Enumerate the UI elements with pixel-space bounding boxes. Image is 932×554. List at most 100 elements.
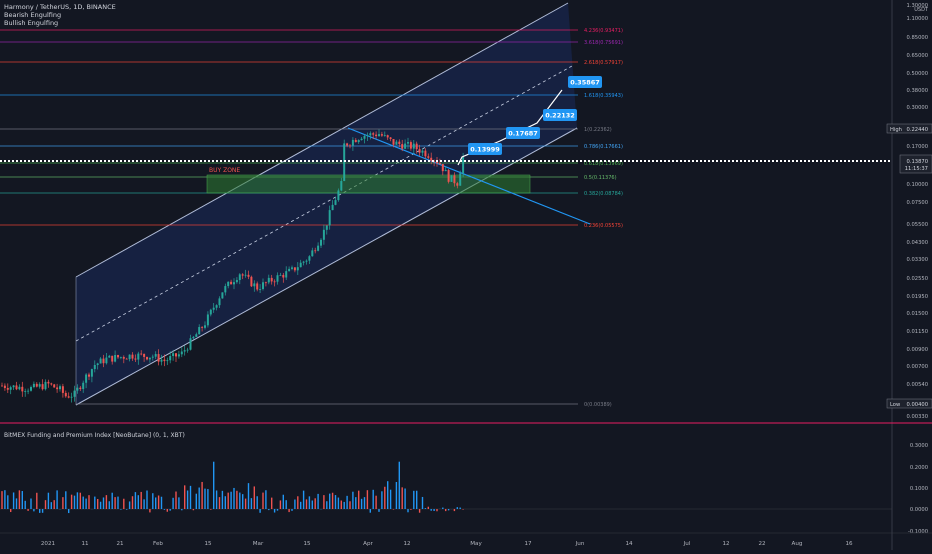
funding-bar (436, 509, 437, 511)
price-axis-label: 0.01500 (907, 311, 928, 317)
funding-bar (161, 497, 162, 509)
candle-body (439, 163, 441, 164)
low-tag-label: Low (890, 402, 901, 408)
candle-body (395, 142, 397, 145)
funding-bar (230, 492, 231, 509)
candle-body (68, 396, 70, 397)
funding-bar (283, 495, 284, 509)
time-axis-label: 12 (403, 541, 410, 547)
funding-bar (164, 509, 165, 510)
funding-bar (65, 491, 66, 509)
candle-body (146, 357, 148, 359)
funding-bar (39, 509, 40, 513)
funding-bar (80, 493, 81, 509)
candle-body (85, 375, 87, 383)
funding-bar (149, 509, 150, 512)
funding-bar (242, 494, 243, 509)
fib-level-label: 0.5(0.11376) (584, 175, 617, 181)
funding-bar (74, 496, 75, 509)
funding-bar (100, 502, 101, 509)
candle-body (456, 183, 458, 185)
funding-bar (135, 492, 136, 509)
funding-bar (36, 493, 37, 509)
funding-bar (300, 502, 301, 509)
funding-index-title[interactable]: BitMEX Funding and Premium Index [NeoBut… (4, 432, 185, 439)
candle-body (352, 140, 354, 146)
funding-bar (407, 509, 408, 512)
funding-bar (370, 509, 371, 513)
candle-body (274, 281, 276, 282)
candle-body (129, 355, 131, 359)
indicator-bullish-engulfing[interactable]: Bullish Engulfing (4, 19, 58, 27)
funding-bar (178, 497, 179, 509)
candle-body (279, 275, 281, 276)
candle-body (178, 354, 180, 356)
candle-body (224, 286, 226, 292)
funding-bar (7, 495, 8, 509)
funding-bar (344, 502, 345, 509)
price-axis-label: 0.03300 (907, 257, 928, 263)
high-tag-label: High (890, 127, 902, 133)
funding-bar (262, 493, 263, 509)
target-callout-label: 0.17687 (508, 130, 538, 138)
fib-level-label: 0(0.00389) (584, 402, 612, 408)
time-axis-label: 11 (81, 541, 89, 547)
fib-level-label: 0.786(0.17661) (584, 144, 623, 150)
funding-bar (294, 500, 295, 509)
candle-body (27, 391, 29, 392)
funding-bar (390, 490, 391, 509)
funding-bar (277, 509, 278, 511)
funding-bar (349, 501, 350, 509)
candle-body (242, 274, 244, 275)
funding-bar (27, 509, 28, 511)
candle-body (288, 269, 290, 271)
funding-bar (303, 491, 304, 509)
candle-body (329, 210, 331, 225)
funding-bar (317, 494, 318, 509)
time-axis-label: Feb (153, 541, 163, 547)
funding-axis-label: 0.1000 (910, 486, 928, 492)
price-axis-label: 0.07500 (907, 200, 928, 206)
funding-bar (425, 508, 426, 509)
funding-bar (152, 493, 153, 509)
funding-bar (402, 487, 403, 509)
funding-bar (71, 495, 72, 509)
candle-body (233, 282, 235, 284)
candle-body (155, 354, 157, 357)
candle-body (47, 382, 49, 384)
price-axis-label: 0.00330 (907, 414, 928, 420)
funding-bar (175, 492, 176, 509)
price-axis-label: 1.30000 (907, 3, 928, 9)
candle-body (195, 334, 197, 337)
indicator-bearish-engulfing[interactable]: Bearish Engulfing (4, 11, 61, 19)
time-axis-label: 21 (116, 541, 124, 547)
time-axis-label: 15 (303, 541, 311, 547)
candle-body (422, 151, 424, 153)
candle-body (355, 140, 357, 142)
funding-bar (16, 498, 17, 509)
time-axis-label: May (470, 541, 482, 547)
funding-bar (375, 496, 376, 509)
candle-body (65, 393, 67, 396)
candle-body (105, 358, 107, 364)
funding-bar (172, 498, 173, 509)
price-axis-label: 0.10000 (907, 182, 928, 188)
candle-body (390, 137, 392, 139)
funding-bar (393, 509, 394, 510)
funding-bar (225, 496, 226, 509)
candle-body (204, 325, 206, 327)
funding-bar (103, 497, 104, 509)
candle-body (181, 352, 183, 355)
price-axis-label: 0.30000 (907, 105, 928, 111)
candle-body (271, 278, 273, 282)
candle-body (79, 388, 81, 389)
price-axis-label: 0.02550 (907, 276, 928, 282)
candle-body (198, 327, 200, 334)
funding-bar (201, 482, 202, 509)
candle-body (166, 360, 168, 361)
symbol-title[interactable]: Harmony / TetherUS, 1D, BINANCE (4, 3, 116, 11)
funding-bar (85, 499, 86, 509)
funding-bar (56, 490, 57, 509)
funding-bar (146, 490, 147, 509)
